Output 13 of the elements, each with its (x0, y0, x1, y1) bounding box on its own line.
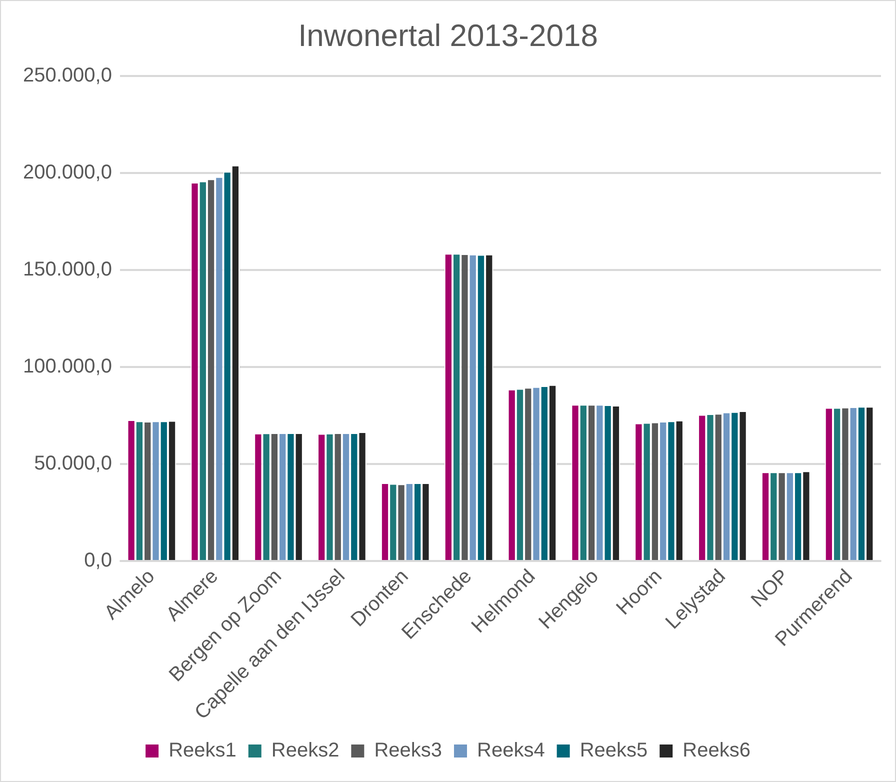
y-tick-label: 150.000,0 (22, 258, 112, 281)
y-tick-label: 100.000,0 (22, 356, 112, 378)
legend-label: Reeks4 (477, 740, 545, 762)
legend-label: Reeks3 (374, 740, 442, 762)
y-tick-label: 200.000,0 (22, 162, 112, 184)
legend-label: Reeks6 (682, 740, 750, 762)
legend-label: Reeks1 (168, 740, 236, 762)
chart-title: Inwonertal 2013-2018 (298, 18, 598, 54)
y-tick-label: 250.000,0 (22, 64, 112, 87)
y-tick-label: 0,0 (84, 549, 112, 572)
legend-label: Reeks2 (271, 740, 340, 762)
y-tick-label: 50.000,0 (34, 452, 112, 475)
legend-label: Reeks5 (580, 740, 648, 762)
